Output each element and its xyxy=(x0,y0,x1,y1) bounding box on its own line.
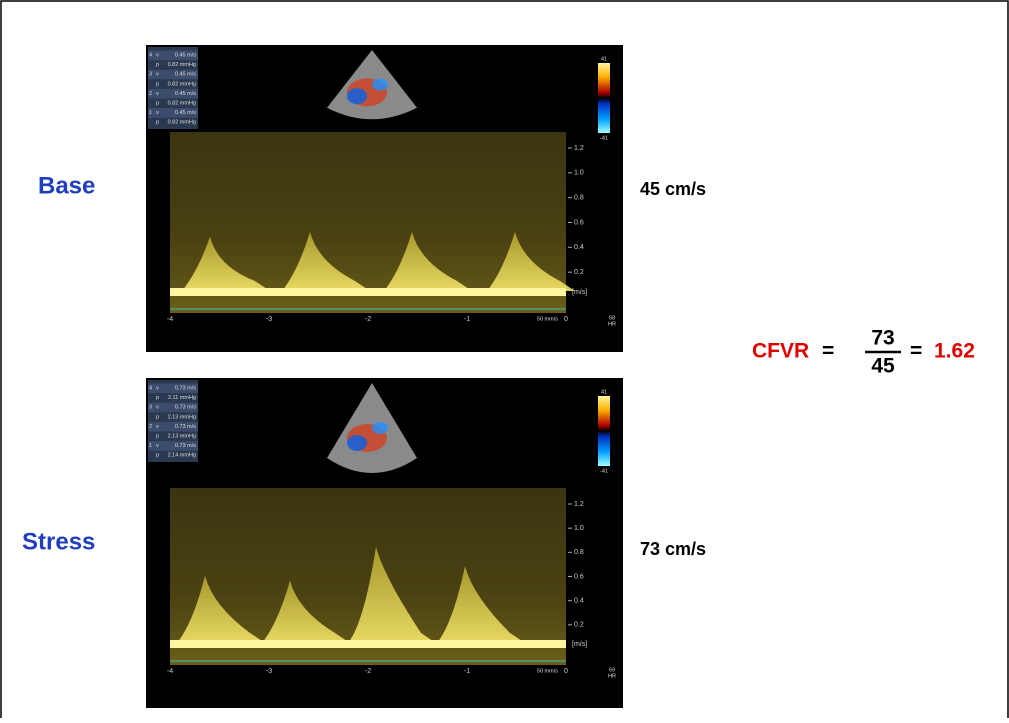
measurement-key: v xyxy=(156,52,159,58)
measurement-index: 3 xyxy=(149,72,152,78)
denominator: 45 xyxy=(871,355,895,378)
measurement-value: 2.13 mmHg xyxy=(168,433,196,439)
heart-rate-label: HR xyxy=(608,673,616,679)
slide: CFVR = 73 45 = 1.62 Base45 cm/s4v0.45 m/… xyxy=(0,0,1009,718)
velocity: 45 cm/s xyxy=(640,179,706,199)
scale-tick-label: 1.2 xyxy=(574,145,584,152)
formula-equals: = xyxy=(822,340,834,363)
measurement-value: 0.82 mmHg xyxy=(168,81,196,87)
time-tick-label: -2 xyxy=(365,668,371,675)
measurement-key: p xyxy=(156,433,159,439)
time-tick-label: 0 xyxy=(564,668,568,675)
measurement-value: 0.73 m/s xyxy=(175,443,196,449)
time-tick-label: -2 xyxy=(365,316,371,323)
color-max: 41 xyxy=(601,389,607,395)
measurement-key: p xyxy=(156,453,159,459)
scale-unit: [m/s] xyxy=(572,289,587,296)
formula: CFVR = 73 45 = 1.62 xyxy=(752,327,975,378)
color-bar xyxy=(598,63,610,133)
time-tick-label: -4 xyxy=(167,316,173,323)
measurement-key: p xyxy=(156,62,159,68)
measurement-key: v xyxy=(156,424,159,430)
measurement-key: p xyxy=(156,81,159,87)
measurement-key: v xyxy=(156,385,159,391)
scale-unit: [m/s] xyxy=(572,641,587,648)
measurement-key: p xyxy=(156,120,159,126)
scale-tick-label: 0.2 xyxy=(574,269,584,276)
baseline-band xyxy=(170,288,566,296)
velocity: 73 cm/s xyxy=(640,539,706,559)
measurement-index: 1 xyxy=(149,443,152,449)
scale-tick-label: 0.8 xyxy=(574,549,584,556)
color-max: 41 xyxy=(601,56,607,62)
measurement-key: v xyxy=(156,443,159,449)
measurement-value: 0.45 m/s xyxy=(175,110,196,116)
scale-tick-label: 0.6 xyxy=(574,573,584,580)
numerator: 73 xyxy=(871,327,894,350)
measurement-key: p xyxy=(156,100,159,106)
measurement-key: v xyxy=(156,91,159,97)
measurement-value: 0.45 m/s xyxy=(175,91,196,97)
sweep-speed: 50 mm/s xyxy=(537,316,558,322)
measurement-index: 4 xyxy=(149,52,152,58)
time-tick-label: -4 xyxy=(167,668,173,675)
measurement-value: 2.13 mmHg xyxy=(168,414,196,420)
time-tick-label: 0 xyxy=(564,316,568,323)
row-label: Stress xyxy=(22,528,95,555)
measurement-value: 0.82 mmHg xyxy=(168,100,196,106)
measurement-key: p xyxy=(156,395,159,401)
scale-tick-label: 0.2 xyxy=(574,622,584,629)
scale-tick-label: 1.2 xyxy=(574,501,584,508)
measurement-key: v xyxy=(156,110,159,116)
measurement-key: p xyxy=(156,414,159,420)
formula-equals: = xyxy=(910,340,922,363)
measurement-value: 0.73 m/s xyxy=(175,385,196,391)
measurement-value: 2.14 mmHg xyxy=(168,453,196,459)
color-min: -41 xyxy=(600,468,608,474)
measurement-value: 0.45 m/s xyxy=(175,52,196,58)
time-tick-label: -1 xyxy=(464,316,470,323)
scale-tick-label: 1.0 xyxy=(574,170,584,177)
color-bar xyxy=(598,396,610,466)
measurement-index: 2 xyxy=(149,91,152,97)
color-flow xyxy=(347,88,367,104)
formula-name: CFVR xyxy=(752,340,809,363)
measurement-index: 4 xyxy=(149,385,152,391)
measurement-index: 1 xyxy=(149,110,152,116)
result: 1.62 xyxy=(934,340,975,363)
scale-tick-label: 0.6 xyxy=(574,219,584,226)
color-flow xyxy=(372,79,388,91)
color-min: -41 xyxy=(600,135,608,141)
measurement-value: 0.82 mmHg xyxy=(168,62,196,68)
scale-tick-label: 1.0 xyxy=(574,525,584,532)
measurement-value: 0.73 m/s xyxy=(175,405,196,411)
baseline-band xyxy=(170,640,566,648)
time-tick-label: -1 xyxy=(464,668,470,675)
scale-tick-label: 0.8 xyxy=(574,195,584,202)
ultrasound-row: Base45 cm/s4v0.45 m/sp0.82 mmHg3v0.45 m/… xyxy=(38,45,706,352)
measurement-value: 0.45 m/s xyxy=(175,72,196,78)
sweep-speed: 50 mm/s xyxy=(537,668,558,674)
measurement-index: 2 xyxy=(149,424,152,430)
heart-rate-label: HR xyxy=(608,321,616,327)
scale-tick-label: 0.4 xyxy=(574,598,584,605)
measurement-value: 2.11 mmHg xyxy=(168,395,196,401)
time-tick-label: -3 xyxy=(266,316,272,323)
scale-tick-label: 0.4 xyxy=(574,244,584,251)
color-flow xyxy=(347,435,367,451)
measurement-value: 0.73 m/s xyxy=(175,424,196,430)
color-flow xyxy=(372,422,388,434)
measurement-key: v xyxy=(156,405,159,411)
time-tick-label: -3 xyxy=(266,668,272,675)
measurement-index: 3 xyxy=(149,405,152,411)
row-label: Base xyxy=(38,172,95,199)
measurement-key: v xyxy=(156,72,159,78)
measurement-value: 0.82 mmHg xyxy=(168,120,196,126)
